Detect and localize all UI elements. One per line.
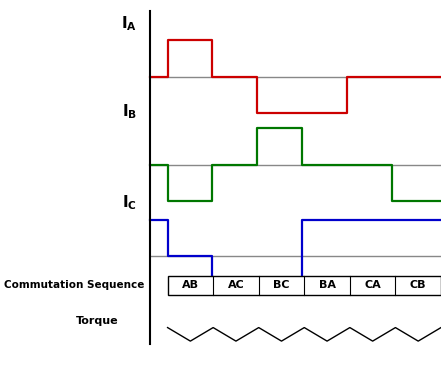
Text: CA: CA bbox=[364, 280, 381, 291]
Text: BC: BC bbox=[273, 280, 290, 291]
Text: BA: BA bbox=[318, 280, 336, 291]
Text: Torque: Torque bbox=[76, 316, 118, 326]
Text: AB: AB bbox=[182, 280, 199, 291]
Text: CB: CB bbox=[410, 280, 426, 291]
Text: $\mathbf{I_C}$: $\mathbf{I_C}$ bbox=[122, 194, 137, 212]
Text: Commutation Sequence: Commutation Sequence bbox=[4, 280, 145, 291]
Text: $\mathbf{I_A}$: $\mathbf{I_A}$ bbox=[121, 14, 137, 33]
FancyBboxPatch shape bbox=[168, 276, 441, 295]
Text: $\mathbf{I_B}$: $\mathbf{I_B}$ bbox=[122, 102, 137, 121]
Text: AC: AC bbox=[228, 280, 244, 291]
